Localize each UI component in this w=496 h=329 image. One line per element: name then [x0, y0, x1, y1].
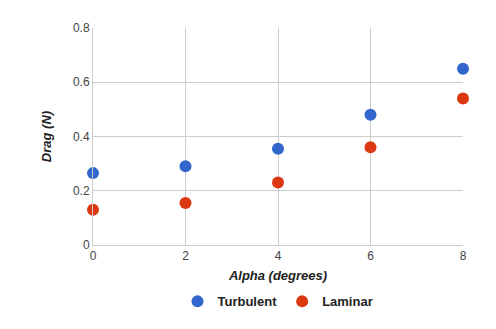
svg-text:Drag (N): Drag (N) [39, 111, 54, 162]
svg-text:Laminar: Laminar [322, 294, 373, 309]
svg-text:6: 6 [367, 249, 374, 263]
svg-text:0.8: 0.8 [73, 21, 90, 35]
svg-text:0.6: 0.6 [73, 75, 90, 89]
svg-text:0.2: 0.2 [73, 184, 90, 198]
svg-text:Alpha (degrees): Alpha (degrees) [228, 268, 327, 283]
svg-text:0.4: 0.4 [73, 130, 90, 144]
svg-text:4: 4 [275, 249, 282, 263]
svg-text:0: 0 [83, 238, 90, 252]
svg-text:2: 2 [182, 249, 189, 263]
svg-text:0: 0 [90, 249, 97, 263]
svg-text:Turbulent: Turbulent [218, 294, 278, 309]
svg-text:8: 8 [460, 249, 467, 263]
